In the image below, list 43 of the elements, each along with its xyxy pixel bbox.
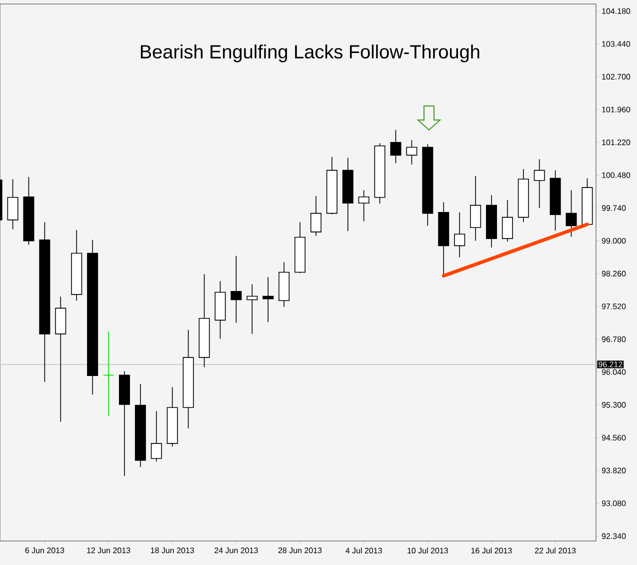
y-tick-label: 99.000	[602, 238, 626, 244]
candlestick	[230, 255, 242, 324]
candlestick	[566, 190, 577, 238]
y-tick-label: 101.960	[602, 106, 630, 112]
x-tick-label: 18 Jun 2013	[150, 548, 194, 554]
candlestick	[310, 196, 322, 236]
candlestick	[103, 330, 114, 416]
candlestick	[470, 176, 482, 242]
candlestick	[406, 140, 418, 165]
x-tick-label: 22 Jul 2013	[535, 548, 576, 554]
candlestick	[390, 130, 402, 164]
y-tick-label: 93.080	[602, 500, 626, 506]
x-tick-label: 12 Jun 2013	[87, 548, 130, 554]
y-tick-label: 103.440	[602, 41, 630, 47]
candlestick	[502, 200, 513, 242]
y-tick-label: 98.260	[602, 270, 626, 276]
y-tick-label: 92.340	[602, 533, 626, 539]
y-tick-label: 99.740	[602, 205, 626, 211]
y-tick-label: 94.560	[602, 434, 626, 441]
ref-line-label: 96.212	[598, 362, 622, 368]
y-tick-label: 95.300	[602, 402, 626, 408]
y-tick-label: 96.780	[602, 336, 626, 342]
x-tick-label: 24 Jun 2013	[214, 548, 258, 554]
y-tick-label: 104.180	[602, 8, 630, 14]
candlestick	[358, 190, 370, 222]
x-tick-label: 10 Jul 2013	[408, 548, 448, 554]
x-tick-label: 28 Jun 2013	[278, 548, 322, 554]
y-tick-label: 101.220	[602, 140, 630, 146]
y-tick-label: 102.700	[602, 74, 630, 80]
x-tick-label: 4 Jul 2013	[346, 548, 382, 554]
x-tick-label: 6 Jun 2013	[25, 548, 64, 554]
y-tick-label: 97.520	[602, 304, 626, 310]
candlestick	[7, 178, 18, 230]
x-tick-label: 16 Jul 2013	[471, 548, 512, 554]
y-tick-label: 100.480	[602, 172, 630, 178]
candlestick	[534, 158, 545, 208]
candlestick	[246, 284, 258, 334]
y-tick-label: 93.820	[602, 468, 626, 474]
candlestick	[262, 276, 274, 322]
candlestick	[454, 212, 466, 258]
y-tick-label: 96.040	[602, 369, 626, 375]
text: Bearish Engulfing Lacks Follow-Through	[140, 44, 480, 62]
candlestick	[150, 410, 162, 462]
